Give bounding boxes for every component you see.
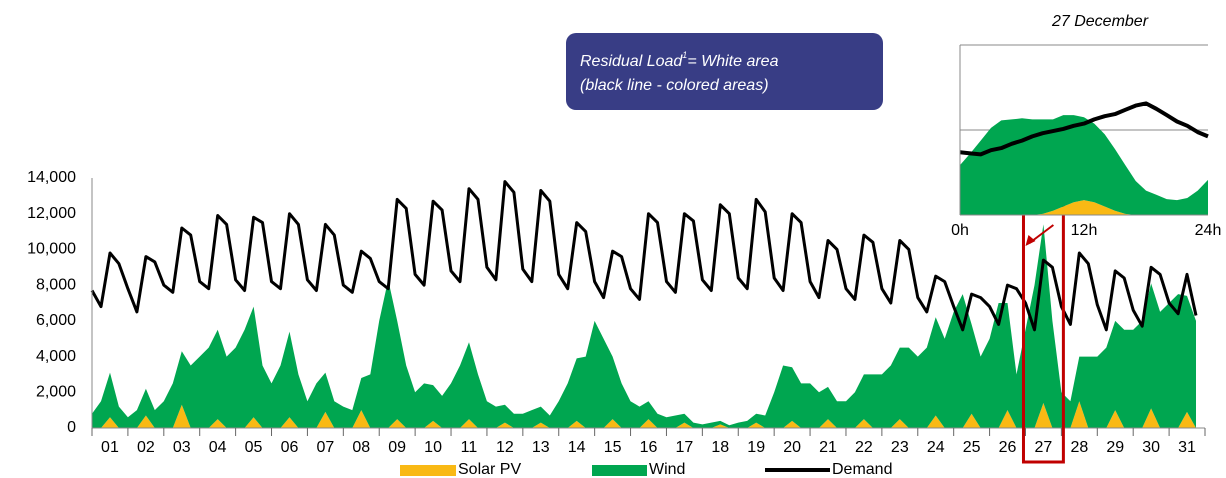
y-tick-label: 6,000 (36, 312, 76, 329)
arrow-head (1025, 235, 1036, 246)
x-tick-label: 07 (316, 439, 334, 456)
x-tick-label: 22 (855, 439, 873, 456)
x-tick-label: 27 (1035, 439, 1053, 456)
line (90, 180, 1198, 332)
y-tick-label: 2,000 (36, 384, 76, 401)
x-tick-label: 16 (640, 439, 658, 456)
annotation-line2: (black line - colored areas) (580, 77, 769, 94)
x-tick-label: 03 (173, 439, 191, 456)
x-tick-label: 20 (783, 439, 801, 456)
legend-label: Wind (649, 461, 685, 478)
y-tick-label: 0 (67, 419, 76, 436)
area (92, 401, 1196, 428)
x-tick-label: 29 (1106, 439, 1124, 456)
annotation-text: Residual Load (580, 53, 683, 70)
footnote-mark: 1 (682, 50, 687, 60)
line (959, 101, 1209, 157)
x-tick-label: 17 (676, 439, 694, 456)
x-tick-label: 12h (1071, 222, 1098, 239)
legend-label: Solar PV (458, 461, 521, 478)
legend-swatch (400, 465, 456, 476)
x-tick-label: 25 (963, 439, 981, 456)
x-tick-label: 28 (1070, 439, 1088, 456)
area (960, 200, 1208, 215)
x-tick-label: 11 (461, 439, 478, 456)
x-tick-label: 24h (1195, 222, 1222, 239)
annotation-box (566, 33, 883, 110)
x-tick-label: 01 (101, 439, 119, 456)
x-tick-label: 14 (568, 439, 586, 456)
x-tick-label: 13 (532, 439, 550, 456)
area (92, 224, 1196, 428)
annotation-text: = White area (687, 53, 778, 70)
x-tick-label: 21 (819, 439, 837, 456)
x-tick-label: 12 (496, 439, 514, 456)
y-tick-label: 4,000 (36, 348, 76, 365)
annotation-line1: Residual Load1= White area (580, 50, 779, 70)
x-tick-label: 02 (137, 439, 155, 456)
legend-label: Demand (832, 461, 892, 478)
x-tick-label: 18 (711, 439, 729, 456)
x-tick-label: 19 (747, 439, 765, 456)
y-tick-label: 8,000 (36, 276, 76, 293)
legend-swatch (592, 465, 647, 476)
inset-title: 27 December (1051, 13, 1149, 30)
y-tick-label: 14,000 (27, 169, 76, 186)
x-tick-label: 06 (281, 439, 299, 456)
y-tick-label: 12,000 (27, 205, 76, 222)
plot: 0 2,000 4,000 6,000 8,000 10,000 12,000 14,000 0… (27, 169, 1206, 478)
x-tick-label: 04 (209, 439, 227, 456)
x-tick-label: 26 (999, 439, 1017, 456)
x-tick-label: 30 (1142, 439, 1160, 456)
x-tick-label: 08 (352, 439, 370, 456)
x-tick-label: 10 (424, 439, 442, 456)
x-tick-label: 09 (388, 439, 406, 456)
x-tick-label: 0h (951, 222, 969, 239)
x-tick-label: 23 (891, 439, 909, 456)
y-tick-label: 10,000 (27, 241, 76, 258)
x-tick-label: 24 (927, 439, 945, 456)
x-tick-label: 15 (604, 439, 622, 456)
x-tick-label: 31 (1178, 439, 1196, 456)
x-tick-label: 05 (245, 439, 263, 456)
plot: 0h 12h 24h (951, 44, 1222, 239)
